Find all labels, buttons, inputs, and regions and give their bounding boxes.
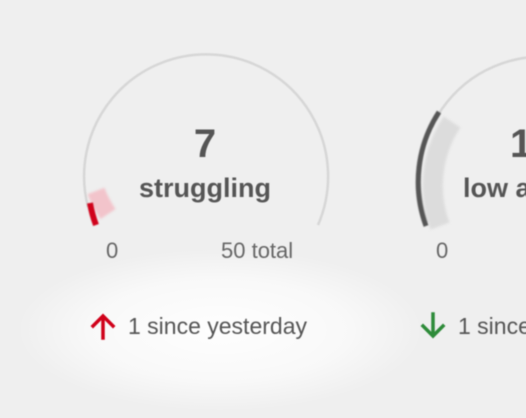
struggling-card[interactable]: 7 struggling 0 50 total 1 since yesterda… bbox=[0, 0, 360, 418]
gauge-min-label: 0 bbox=[436, 238, 449, 263]
gauge-value: 1 bbox=[510, 122, 526, 166]
gauge-max-label: 50 total bbox=[221, 238, 294, 263]
gauge-label: struggling bbox=[139, 173, 271, 203]
arrow-up-icon bbox=[90, 313, 116, 340]
change-text: 1 since bbox=[458, 312, 526, 339]
low-activity-gauge bbox=[415, 56, 526, 230]
change-text: 1 since yesterday bbox=[128, 312, 307, 339]
gauge-min-label: 0 bbox=[106, 238, 119, 263]
low-activity-card[interactable]: 1 low a 0 1 since bbox=[360, 0, 526, 418]
gauge-track bbox=[82, 53, 330, 226]
struggling-gauge bbox=[82, 53, 330, 227]
change-indicator: 1 since bbox=[420, 312, 526, 340]
gauge-label: low a bbox=[463, 173, 526, 203]
gauge-progress-fill bbox=[87, 187, 116, 219]
change-indicator: 1 since yesterday bbox=[90, 312, 307, 340]
arrow-down-icon bbox=[420, 312, 446, 339]
gauge-progress-fill bbox=[422, 116, 461, 230]
gauge-progress-edge bbox=[415, 110, 442, 227]
gauge-progress-edge bbox=[87, 202, 99, 227]
gauge-value: 7 bbox=[193, 122, 217, 166]
